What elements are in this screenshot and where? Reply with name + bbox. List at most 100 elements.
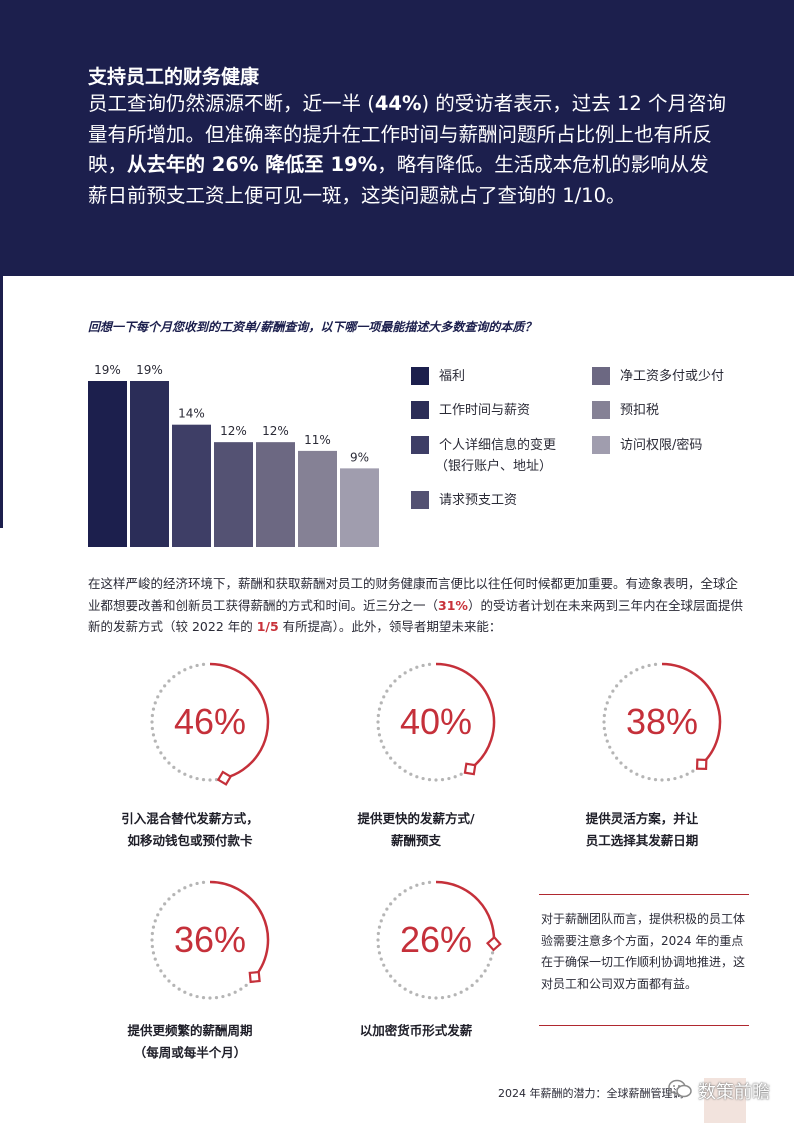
legend-swatch [411, 436, 429, 454]
gauge-caption-4: 提供更频繁的薪酬周期 （每周或每半个月） [80, 1020, 300, 1064]
gauge-dot [427, 662, 432, 666]
gauge-dot [427, 778, 432, 782]
gauge-dot [156, 913, 160, 917]
gauge-dot [379, 919, 383, 923]
legend-label-sub: （银行账户、地址） [435, 459, 553, 474]
gauge-dot [167, 679, 171, 683]
gauge-value: 46% [173, 701, 247, 742]
gauge-dot [619, 679, 623, 683]
para-text-2: ）的受访者计划在未来两到三年内在全球层面提供新的发薪方式（较 2022 年的 [88, 597, 743, 635]
gauge-ring [376, 880, 502, 1000]
gauge-dot [151, 733, 156, 737]
hero-body-highlight-1: 44% [374, 92, 422, 115]
gauge-dot [377, 951, 382, 955]
hero-banner: 支持员工的财务健康 员工查询仍然源源不断，近一半 (44%) 的受访者表示，过去… [0, 0, 794, 276]
bar-7 [340, 468, 379, 547]
gauge-dot [172, 893, 176, 897]
gauge-value: 38% [625, 701, 699, 742]
gauge-dot [673, 776, 677, 781]
bar-1 [88, 381, 127, 547]
gauge-dot [172, 765, 176, 769]
gauge-dot [163, 902, 167, 906]
gauge-dot [379, 701, 383, 705]
gauge-value: 36% [173, 919, 247, 960]
gauge-dot [403, 889, 407, 893]
gauge-dot [602, 713, 606, 718]
gauge-dot [150, 713, 154, 718]
gauge-dot [453, 775, 457, 779]
gauge-dot [647, 663, 651, 668]
bar-value-label-5: 12% [262, 424, 289, 438]
gauge-dot [379, 739, 383, 743]
gauge-dot [611, 751, 615, 755]
gauge-dot [159, 689, 163, 693]
gauge-dot [403, 769, 407, 773]
gauge-dot [647, 776, 651, 781]
wechat-icon [668, 1079, 692, 1098]
survey-question: 回想一下每个月您收到的工资单/薪酬查询，以下哪一项最能描述大多数查询的本质？ [88, 320, 537, 334]
gauge-dot [183, 668, 187, 672]
gauge-dot [377, 733, 382, 737]
gauge-dot [153, 739, 157, 743]
gauge-dot [163, 684, 167, 688]
gauge-dot [660, 778, 664, 782]
hero-body-text-1: 员工查询仍然源源不断，近一半 ( [88, 92, 375, 115]
gauge-arc [435, 662, 496, 770]
gauge-dot [195, 663, 199, 668]
gauge-caption-line: 引入混合替代发薪方式， [121, 811, 259, 826]
gauge-dot [602, 720, 606, 724]
gauge-dot [201, 662, 206, 666]
gauge-caption-3: 提供灵活方案，并让 员工选择其发薪日期 [532, 808, 752, 852]
gauge-dot [393, 979, 397, 983]
gauge-dot [389, 902, 393, 906]
gauge-dot [421, 776, 425, 781]
gauge-dot [489, 957, 493, 961]
gauge-dot [465, 987, 469, 991]
gauge-2: 40% [351, 657, 521, 827]
legend-label: 请求预支工资 [439, 493, 518, 508]
gauge-dot [641, 665, 645, 669]
para-highlight-1: 31% [438, 597, 468, 613]
gauge-dot [483, 969, 487, 973]
gauge-end-marker [485, 935, 502, 952]
gauge-dot [434, 996, 438, 1000]
gauge-dot [653, 778, 658, 782]
gauge-dot [382, 745, 386, 749]
gauge-dot [177, 769, 181, 773]
gauge-dot [150, 931, 154, 936]
legend-label: 净工资多付或少付 [620, 369, 725, 384]
gauge-dot [189, 665, 193, 669]
bar-6 [298, 450, 337, 547]
gauge-dot [459, 990, 463, 994]
gauge-dot [615, 756, 619, 760]
gauge-end-marker [216, 770, 233, 786]
gauge-dot [415, 993, 419, 997]
gauge-dot [440, 778, 445, 782]
gauge-dot [385, 751, 389, 755]
gauge-dot [163, 974, 167, 978]
gauge-dot [447, 994, 451, 999]
gauge-dot [486, 963, 490, 967]
inquiry-bar-chart: 19% 19% 14% 12% 12% 11% 9% [88, 363, 379, 547]
bar-2 [130, 381, 169, 547]
gauge-dot [379, 957, 383, 961]
gauge-dot [608, 745, 612, 749]
gauge-dot [403, 987, 407, 991]
gauge-dot [195, 994, 199, 999]
gauge-dot [629, 671, 633, 675]
gauge-dot [409, 990, 413, 994]
gauge-dot [233, 990, 237, 994]
bar-value-label-4: 12% [220, 424, 247, 438]
gauge-dot [389, 756, 393, 760]
gauge-arc [209, 880, 270, 978]
gauge-4: 36% [125, 875, 295, 1045]
gauge-dot [440, 996, 445, 1000]
watermark-text: 数策前瞻 [698, 1082, 770, 1103]
gauge-dot [447, 776, 451, 781]
gauge-dot [602, 726, 606, 731]
legend-swatch [592, 436, 610, 454]
gauge-dot [470, 983, 474, 987]
gauge-dot [159, 907, 163, 911]
gauge-dot [624, 675, 628, 679]
gauge-value: 40% [399, 701, 473, 742]
